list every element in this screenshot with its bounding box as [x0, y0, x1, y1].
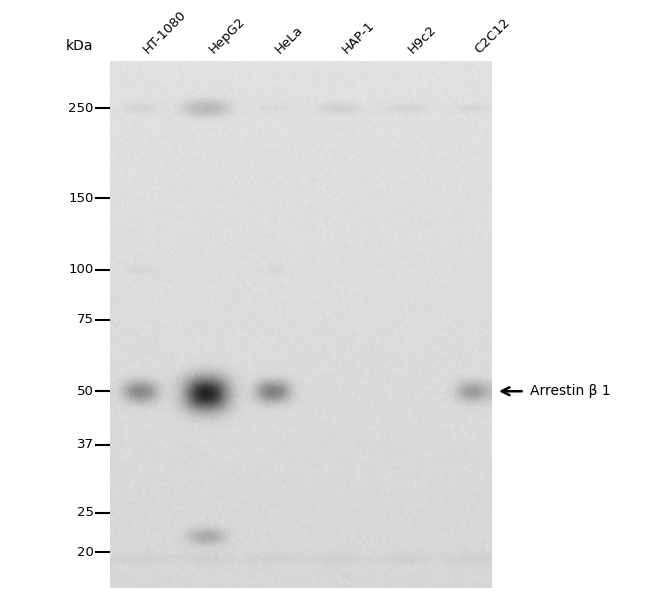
Text: HT-1080: HT-1080: [140, 8, 189, 56]
Text: 250: 250: [68, 102, 94, 115]
Text: H9c2: H9c2: [406, 23, 439, 56]
Text: 150: 150: [68, 192, 94, 205]
Text: HAP-1: HAP-1: [339, 19, 377, 56]
Text: 100: 100: [68, 263, 94, 276]
Text: Arrestin β 1: Arrestin β 1: [530, 384, 610, 398]
Text: 25: 25: [77, 507, 94, 520]
Text: 37: 37: [77, 438, 94, 452]
Text: HepG2: HepG2: [207, 15, 248, 56]
Text: 20: 20: [77, 546, 94, 559]
Text: 50: 50: [77, 385, 94, 398]
Text: kDa: kDa: [66, 39, 94, 53]
Text: HeLa: HeLa: [273, 23, 306, 56]
Text: C2C12: C2C12: [472, 16, 512, 56]
Text: 75: 75: [77, 313, 94, 326]
